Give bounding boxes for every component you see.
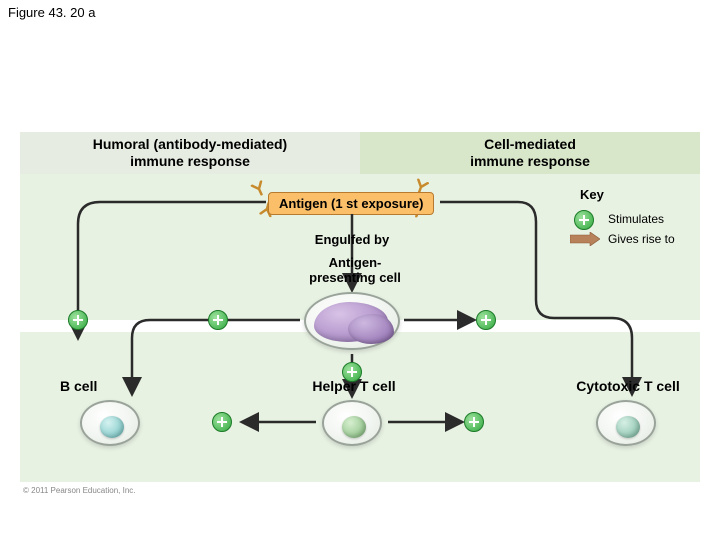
key-gives-rise-text: Gives rise to — [608, 232, 675, 246]
apc-label: Antigen- presenting cell — [300, 256, 410, 286]
apc-nucleus — [348, 314, 394, 344]
stimulate-icon — [464, 412, 484, 432]
key-stimulates-text: Stimulates — [608, 212, 664, 226]
figure-label: Figure 43. 20 a — [8, 5, 95, 20]
engulfed-label: Engulfed by — [312, 232, 392, 247]
stimulate-icon — [212, 412, 232, 432]
stimulate-icon — [208, 310, 228, 330]
cyto-label: Cytotoxic T cell — [568, 378, 688, 394]
cytotoxic-t-cell — [596, 400, 656, 446]
stimulate-icon — [68, 310, 88, 330]
cyto-inner — [616, 416, 640, 438]
apc-label-line2: presenting cell — [309, 270, 401, 285]
key-gives-rise-icon — [570, 232, 600, 246]
b-cell-label: B cell — [60, 378, 114, 394]
helper-t-cell — [322, 400, 382, 446]
b-cell — [80, 400, 140, 446]
helper-inner — [342, 416, 366, 438]
apc-cell — [304, 292, 400, 350]
copyright-text: © 2011 Pearson Education, Inc. — [23, 486, 135, 495]
key-stimulate-icon — [574, 210, 594, 230]
stimulate-icon — [342, 362, 362, 382]
apc-label-line1: Antigen- — [329, 255, 382, 270]
b-cell-inner — [100, 416, 124, 438]
stimulate-icon — [476, 310, 496, 330]
key-heading: Key — [580, 187, 604, 202]
diagram-canvas: Humoral (antibody-mediated) immune respo… — [20, 132, 700, 510]
